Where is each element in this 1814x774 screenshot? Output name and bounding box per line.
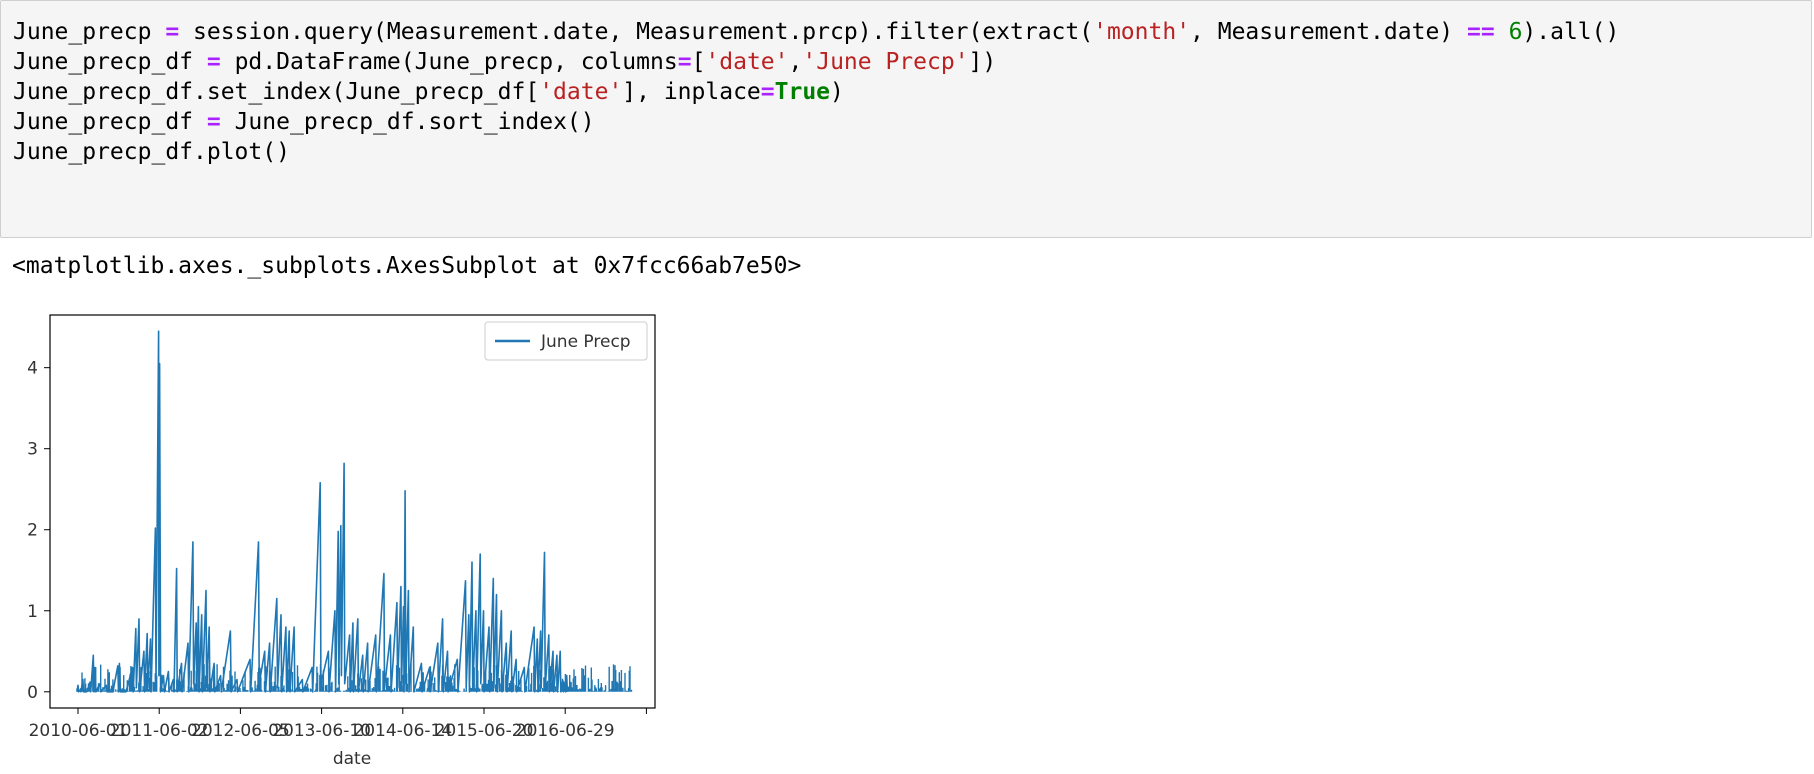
x-tick-label: 2015-06-20 xyxy=(435,721,534,741)
code-token: = xyxy=(165,19,180,45)
code-token: = xyxy=(677,49,692,75)
code-token: , xyxy=(788,49,803,75)
code-token: [ xyxy=(691,49,706,75)
x-tick-label: 2016-06-29 xyxy=(516,721,615,741)
plot-frame xyxy=(49,314,656,709)
x-tick-label: 2013-06-10 xyxy=(272,721,371,741)
code-line: June_precp_df.plot() xyxy=(13,137,1619,167)
chart-legend: June Precp xyxy=(484,321,648,361)
code-line: June_precp_df = June_precp_df.sort_index… xyxy=(13,107,1619,137)
code-token: = xyxy=(206,49,221,75)
x-tick-label: 2011-06-02 xyxy=(110,721,209,741)
code-token: 'month' xyxy=(1093,19,1191,45)
series-line-june-precp xyxy=(76,330,569,693)
y-tick-label: 0 xyxy=(27,683,38,703)
x-axis-label: date xyxy=(333,749,371,769)
y-tick-label: 3 xyxy=(27,440,38,460)
code-token: June_precp xyxy=(13,19,166,45)
code-token: ) xyxy=(830,79,844,105)
code-token: June_precp_df xyxy=(13,49,207,75)
code-token: session.query(Measurement.date, Measurem… xyxy=(179,19,1094,45)
code-token: True xyxy=(774,79,831,105)
legend-box xyxy=(484,321,648,361)
code-line: June_precp_df = pd.DataFrame(June_precp,… xyxy=(13,47,1619,77)
code-token: , Measurement.date) xyxy=(1190,19,1467,45)
code-token: 'June Precp' xyxy=(802,49,969,75)
x-tick-label: 2012-06-05 xyxy=(191,721,290,741)
code-token: 'date' xyxy=(539,79,623,105)
x-tick-label: 2010-06-01 xyxy=(29,721,128,741)
y-tick-label: 4 xyxy=(27,359,38,379)
code-token: 6 xyxy=(1508,19,1523,45)
code-token: June_precp_df.set_index(June_precp_df[ xyxy=(13,79,540,105)
code-token: ], inplace xyxy=(622,79,761,105)
code-token xyxy=(1495,19,1509,45)
code-token: June_precp_df.sort_index() xyxy=(220,109,595,135)
y-tick-label: 1 xyxy=(27,602,38,622)
code-editor[interactable]: June_precp = session.query(Measurement.d… xyxy=(13,17,1619,167)
code-token: ]) xyxy=(968,49,997,75)
y-tick-label: 2 xyxy=(27,521,38,541)
x-tick-label: 2014-06-14 xyxy=(353,721,452,741)
x-axis: 2010-06-012011-06-022012-06-052013-06-10… xyxy=(29,708,647,741)
code-line: June_precp_df.set_index(June_precp_df['d… xyxy=(13,77,1619,107)
code-token: = xyxy=(206,109,221,135)
code-token: = xyxy=(760,79,775,105)
precipitation-line-chart: 0 1 2 3 4 2010-06-012011-06-022012-06-052013… xyxy=(27,314,656,769)
code-cell[interactable]: June_precp = session.query(Measurement.d… xyxy=(0,0,1812,238)
legend-label: June Precp xyxy=(540,332,631,352)
code-line: June_precp = session.query(Measurement.d… xyxy=(13,17,1619,47)
code-token: 'date' xyxy=(705,49,789,75)
code-token: ).all() xyxy=(1522,19,1620,45)
cell-output-text: <matplotlib.axes._subplots.AxesSubplot a… xyxy=(12,253,802,279)
code-token: June_precp_df.plot() xyxy=(13,139,290,165)
y-axis: 0 1 2 3 4 xyxy=(27,359,50,703)
code-token: == xyxy=(1467,19,1495,45)
code-token: pd.DataFrame(June_precp, columns xyxy=(220,49,678,75)
code-token: June_precp_df xyxy=(13,109,207,135)
